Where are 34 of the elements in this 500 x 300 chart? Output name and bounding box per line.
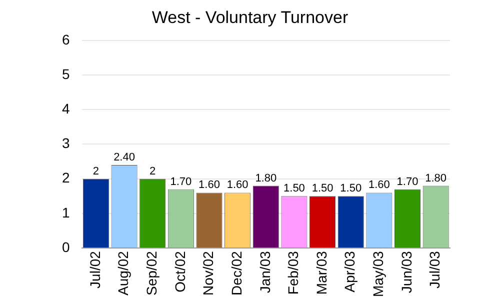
y-tick-label: 5 (62, 66, 70, 82)
data-label: 1.80 (255, 172, 277, 184)
y-tick-label: 1 (62, 204, 70, 220)
x-tick-label: Nov/02 (200, 250, 216, 296)
data-label: 1.50 (284, 182, 305, 195)
x-tick-label: Jul/03 (426, 250, 443, 288)
data-label: 1.60 (368, 179, 390, 192)
x-tick-label: Apr/03 (342, 250, 358, 292)
chart-title: West - Voluntary Turnover (152, 8, 348, 27)
x-tick-label: Dec/02 (228, 250, 244, 296)
x-tick-label: Oct/02 (172, 250, 188, 292)
y-tick-label: 2 (62, 170, 70, 186)
data-label: 2 (150, 165, 156, 178)
data-label: 1.50 (340, 182, 362, 195)
y-tick-label: 4 (62, 100, 70, 116)
y-tick-label: 6 (62, 31, 70, 48)
x-tick-label: Jan/03 (256, 250, 273, 294)
x-tick-label: Jul/02 (86, 250, 103, 288)
data-label: 1.80 (425, 172, 447, 184)
y-tick-label: 3 (62, 135, 70, 152)
data-label: 1.50 (312, 182, 334, 195)
x-tick-label: Sep/02 (143, 250, 160, 296)
data-label: 1.70 (396, 176, 418, 188)
data-label: 1.60 (226, 179, 248, 192)
data-label: 2 (92, 165, 100, 178)
data-label: 1.70 (170, 176, 192, 188)
data-label: 2.40 (114, 152, 135, 164)
x-tick-label: Aug/02 (115, 250, 132, 296)
data-label: 1.60 (198, 179, 220, 192)
x-tick-label: Jun/03 (398, 250, 414, 294)
y-tick-label: 0 (62, 238, 70, 255)
x-tick-label: Feb/03 (285, 250, 302, 295)
x-tick-label: Mar/03 (313, 250, 330, 295)
x-tick-label: May/03 (370, 250, 386, 298)
